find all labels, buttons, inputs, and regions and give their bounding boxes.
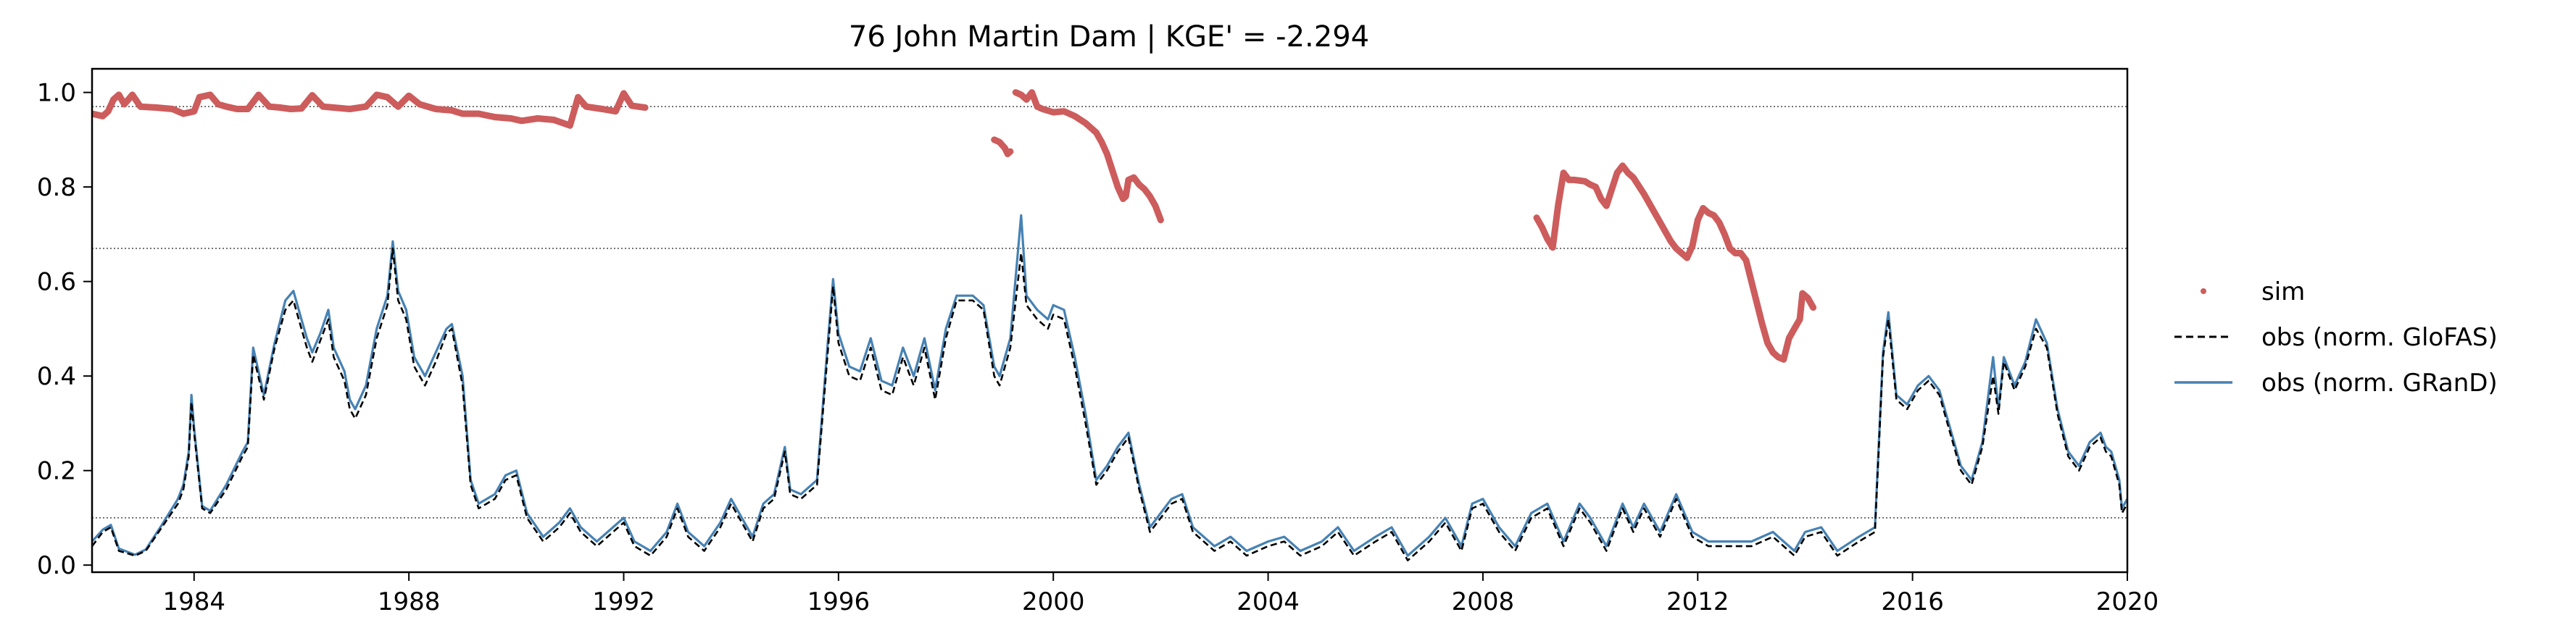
plot-frame <box>91 67 2129 574</box>
y-axis: 0.0 0.2 0.4 0.6 0.8 1.0 <box>37 79 92 580</box>
x-tick-label: 2004 <box>1237 587 1300 616</box>
legend-label: obs (norm. GRanD) <box>2261 369 2498 398</box>
legend-marker-sim <box>2201 288 2206 294</box>
reference-lines <box>92 106 2127 519</box>
y-tick-label: 1.0 <box>37 79 76 108</box>
x-tick-label: 1984 <box>163 587 226 616</box>
series-sim-segment <box>1533 162 1817 363</box>
x-tick-label: 2012 <box>1666 587 1729 616</box>
x-tick-label: 1988 <box>378 587 441 616</box>
legend-label: obs (norm. GloFAS) <box>2261 323 2498 352</box>
x-axis: 1984 1988 1992 1996 2000 2004 2008 2012 2016 2020 <box>163 572 2159 616</box>
series-line-glofas <box>92 247 2127 561</box>
y-tick-label: 0.8 <box>37 173 76 202</box>
series-sim-segment <box>991 136 1014 157</box>
x-tick-label: 2016 <box>1881 587 1944 616</box>
y-tick-label: 0.0 <box>37 551 76 580</box>
x-tick-label: 1996 <box>807 587 871 616</box>
plot-area <box>91 67 2129 574</box>
series-sim-segment <box>92 90 649 129</box>
y-tick-label: 0.2 <box>37 457 76 486</box>
series-sim-segment <box>1012 89 1164 224</box>
x-tick-label: 1992 <box>592 587 655 616</box>
y-tick-label: 0.4 <box>37 362 76 391</box>
series-layer <box>92 89 2127 561</box>
y-tick-label: 0.6 <box>37 268 76 297</box>
legend: sim obs (norm. GloFAS) obs (norm. GRanD) <box>2174 277 2498 398</box>
x-tick-label: 2008 <box>1452 587 1515 616</box>
series-line-grand <box>92 214 2127 557</box>
legend-label: sim <box>2261 277 2305 306</box>
chart-title: 76 John Martin Dam | KGE' = -2.294 <box>849 20 1369 54</box>
x-tick-label: 2020 <box>2096 587 2159 616</box>
x-tick-label: 2000 <box>1022 587 1085 616</box>
